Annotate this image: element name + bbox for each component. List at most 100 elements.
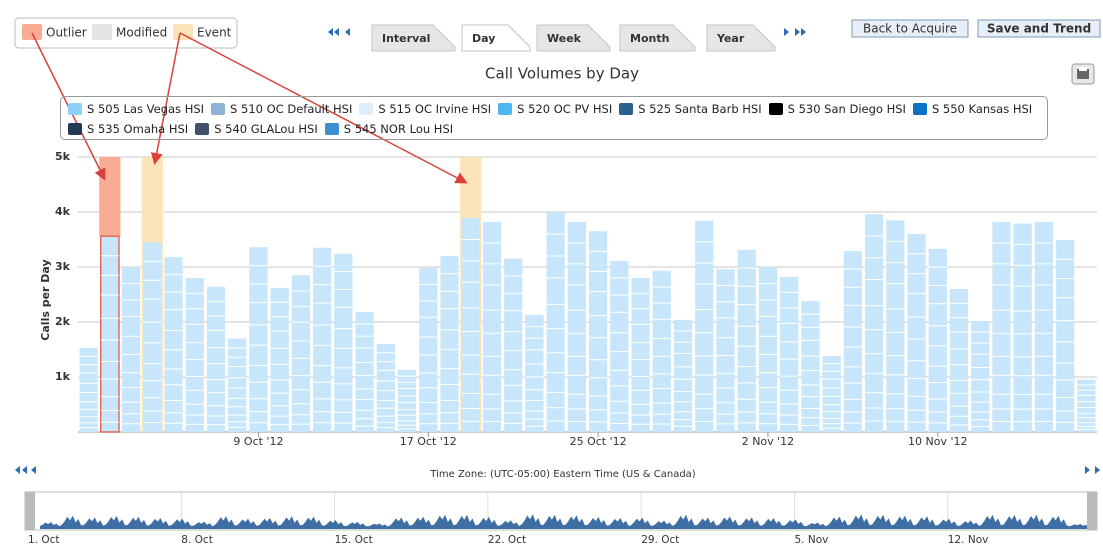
tab[interactable] xyxy=(461,24,531,52)
x-tick-label: 2 Nov '12 xyxy=(742,435,794,448)
tab[interactable] xyxy=(371,24,456,52)
y-tick-label: 1k xyxy=(55,370,71,383)
navigator-label: 8. Oct xyxy=(181,534,213,545)
time-zone: Time Zone: (UTC-05:00) Eastern Time (US … xyxy=(429,469,695,480)
annotation-arrow xyxy=(150,32,181,165)
legend-label: S 540 GLALou HSI xyxy=(214,122,318,136)
bar xyxy=(228,338,247,432)
legend-item[interactable]: S 515 OC Irvine HSI xyxy=(359,99,491,119)
bar xyxy=(249,247,268,432)
bar xyxy=(971,320,990,432)
bar xyxy=(270,287,289,432)
bar xyxy=(631,278,650,432)
navigator-label: 15. Oct xyxy=(335,534,373,545)
bar xyxy=(143,242,162,432)
legend-item[interactable]: S 535 Omaha HSI xyxy=(68,119,188,139)
tab-label[interactable]: Week xyxy=(547,32,582,45)
tab[interactable] xyxy=(619,24,696,52)
navigator-handle[interactable] xyxy=(25,492,35,530)
bar xyxy=(949,289,969,432)
bar xyxy=(461,218,480,432)
bar xyxy=(376,344,395,432)
legend-label: S 535 Omaha HSI xyxy=(87,122,189,136)
prev-buttons[interactable] xyxy=(328,28,350,36)
bar xyxy=(673,319,693,432)
bar xyxy=(206,286,226,432)
legend-item[interactable]: S 525 Santa Barb HSI xyxy=(619,99,762,119)
bar xyxy=(1013,223,1032,432)
legend: S 505 Las Vegas HSI S 510 OC Default HSI S… xyxy=(60,96,1048,140)
legend-item[interactable]: S 530 San Diego HSI xyxy=(768,99,906,119)
flag-swatch xyxy=(92,24,112,40)
legend-swatch xyxy=(498,103,513,115)
bar xyxy=(1056,240,1075,432)
bar xyxy=(567,221,586,432)
bar xyxy=(121,267,141,432)
bar xyxy=(1077,379,1096,432)
annotation-arrow xyxy=(179,32,468,184)
x-tick-label: 17 Oct '12 xyxy=(400,435,457,448)
bar xyxy=(99,235,120,433)
flag-swatch xyxy=(22,24,42,40)
tab-label[interactable]: Day xyxy=(472,32,495,45)
legend-label: S 520 OC PV HSI xyxy=(517,102,613,116)
tab-label[interactable]: Year xyxy=(716,32,745,45)
nav-arrow-left[interactable] xyxy=(15,466,36,474)
bar xyxy=(864,214,884,432)
bar xyxy=(313,247,332,432)
navigator-handle[interactable] xyxy=(1087,492,1097,530)
bar xyxy=(164,257,183,432)
bar xyxy=(758,267,778,432)
legend-item[interactable]: S 540 GLALou HSI xyxy=(195,119,318,139)
button[interactable] xyxy=(851,19,969,38)
button[interactable] xyxy=(977,19,1101,38)
bar xyxy=(419,268,438,432)
navigator-preview xyxy=(40,514,1092,529)
legend-item[interactable]: S 505 Las Vegas HSI xyxy=(68,99,204,119)
legend-swatch xyxy=(195,123,210,135)
navigator-label: 12. Nov xyxy=(948,534,989,545)
legend-swatch xyxy=(359,103,374,115)
y-tick-label: 3k xyxy=(55,260,71,273)
bar xyxy=(652,270,671,432)
tab-label[interactable]: Interval xyxy=(382,32,430,45)
print-icon[interactable] xyxy=(1071,63,1095,85)
bar xyxy=(589,231,608,432)
flag-label: Event xyxy=(197,26,232,40)
tab[interactable] xyxy=(536,24,611,52)
flag-label: Modified xyxy=(116,26,167,40)
bar xyxy=(291,275,311,432)
bar xyxy=(1034,221,1054,432)
navigator-label: 1. Oct xyxy=(28,534,60,545)
bar xyxy=(843,251,862,432)
navigator-label: 5. Nov xyxy=(795,534,829,545)
flag-swatch xyxy=(173,24,193,40)
legend-item[interactable]: S 520 OC PV HSI xyxy=(498,99,612,119)
tab[interactable] xyxy=(706,24,776,52)
legend-label: S 515 OC Irvine HSI xyxy=(378,102,492,116)
bar xyxy=(716,269,735,432)
next-buttons[interactable] xyxy=(784,28,806,36)
button-label[interactable]: Save and Trend xyxy=(987,22,1091,36)
bar xyxy=(397,369,417,432)
bar xyxy=(907,234,926,432)
legend-swatch xyxy=(211,103,226,115)
legend-label: S 550 Kansas HSI xyxy=(931,102,1033,116)
bar xyxy=(525,314,544,432)
tab-label[interactable]: Month xyxy=(630,32,669,45)
legend-swatch xyxy=(68,103,82,115)
bar xyxy=(801,301,820,432)
bar xyxy=(695,220,714,432)
legend-label: S 530 San Diego HSI xyxy=(787,102,906,116)
x-tick-label: 10 Nov '12 xyxy=(908,435,967,448)
y-axis-label: Calls per Day xyxy=(39,259,52,340)
legend-item[interactable]: S 545 NOR Lou HSI xyxy=(324,119,453,139)
legend-swatch xyxy=(68,123,82,135)
button-label[interactable]: Back to Acquire xyxy=(863,22,957,36)
bar xyxy=(610,260,629,432)
legend-item[interactable]: S 550 Kansas HSI xyxy=(912,99,1033,119)
legend-item[interactable]: S 510 OC Default HSI xyxy=(211,99,352,119)
nav-arrow-right[interactable] xyxy=(1085,466,1100,474)
bar xyxy=(886,220,905,432)
